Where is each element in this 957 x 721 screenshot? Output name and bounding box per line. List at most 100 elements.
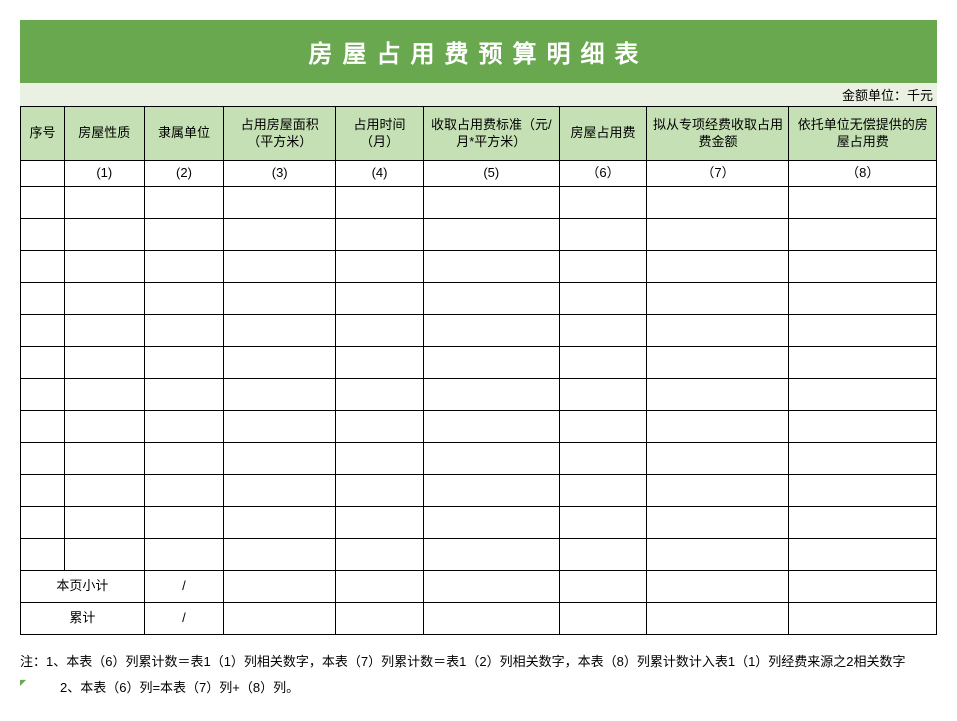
table-cell [224,283,336,315]
footnote-line: ◤ 2、本表（6）列=本表（7）列+（8）列。 [20,675,937,701]
table-cell [144,347,224,379]
table-row [21,507,937,539]
table-cell [144,475,224,507]
table-cell [144,219,224,251]
table-cell [336,443,424,475]
table-cell [336,251,424,283]
table-cell [647,379,789,411]
table-cell [144,379,224,411]
table-cell [224,475,336,507]
table-cell [424,347,560,379]
table-cell [559,187,647,219]
summary-cell [424,571,560,603]
table-cell [224,187,336,219]
column-number: (2) [144,161,224,187]
table-cell [424,315,560,347]
table-cell [789,251,937,283]
table-row [21,443,937,475]
page-title: 房屋占用费预算明细表 [20,20,937,83]
column-number: (4) [336,161,424,187]
table-cell [559,411,647,443]
summary-cell [559,571,647,603]
column-header: 房屋性质 [64,107,144,161]
summary-cell [336,571,424,603]
table-cell [64,347,144,379]
table-cell [64,283,144,315]
summary-cell [647,603,789,635]
table-cell [336,507,424,539]
table-cell [789,219,937,251]
table-cell [21,187,65,219]
summary-cell [789,603,937,635]
table-cell [336,539,424,571]
table-cell [559,315,647,347]
table-cell [21,379,65,411]
table-cell [789,283,937,315]
table-row [21,219,937,251]
table-cell [144,283,224,315]
summary-cell [224,571,336,603]
column-header: 隶属单位 [144,107,224,161]
table-cell [336,411,424,443]
summary-row: 本页小计/ [21,571,937,603]
table-cell [336,315,424,347]
table-cell [647,507,789,539]
table-cell [64,475,144,507]
table-row [21,283,937,315]
table-row [21,187,937,219]
table-cell [789,411,937,443]
table-row [21,539,937,571]
table-cell [647,219,789,251]
table-cell [789,539,937,571]
table-cell [21,443,65,475]
table-cell [21,347,65,379]
table-cell [224,443,336,475]
table-cell [336,347,424,379]
table-cell [424,539,560,571]
table-cell [64,507,144,539]
column-header: 房屋占用费 [559,107,647,161]
table-cell [21,315,65,347]
summary-cell [647,571,789,603]
summary-cell [424,603,560,635]
table-cell [559,283,647,315]
column-header: 拟从专项经费收取占用费金额 [647,107,789,161]
table-cell [789,379,937,411]
note-marker-icon: ◤ [20,675,34,691]
table-cell [789,443,937,475]
table-cell [559,219,647,251]
table-cell [21,475,65,507]
summary-cell [559,603,647,635]
table-cell [559,507,647,539]
table-cell [424,443,560,475]
table-cell [144,411,224,443]
table-cell [144,187,224,219]
table-cell [64,251,144,283]
table-cell [559,379,647,411]
table-cell [424,219,560,251]
summary-cell [224,603,336,635]
table-cell [336,379,424,411]
table-cell [424,411,560,443]
column-number: (1) [64,161,144,187]
summary-slash: / [144,571,224,603]
table-cell [789,315,937,347]
budget-table: 序号房屋性质隶属单位占用房屋面积（平方米）占用时间（月）收取占用费标准（元/月*… [20,106,937,635]
table-cell [21,539,65,571]
table-row [21,411,937,443]
summary-label: 本页小计 [21,571,145,603]
table-cell [647,283,789,315]
footnote-line: 注：1、本表（6）列累计数＝表1（1）列相关数字，本表（7）列累计数＝表1（2）… [20,649,937,675]
table-cell [647,411,789,443]
table-cell [336,187,424,219]
table-row [21,347,937,379]
table-cell [224,251,336,283]
table-cell [21,251,65,283]
table-cell [224,379,336,411]
table-cell [224,347,336,379]
table-cell [424,475,560,507]
table-cell [336,475,424,507]
column-header: 占用房屋面积（平方米） [224,107,336,161]
column-number: （7） [647,161,789,187]
summary-row: 累计/ [21,603,937,635]
